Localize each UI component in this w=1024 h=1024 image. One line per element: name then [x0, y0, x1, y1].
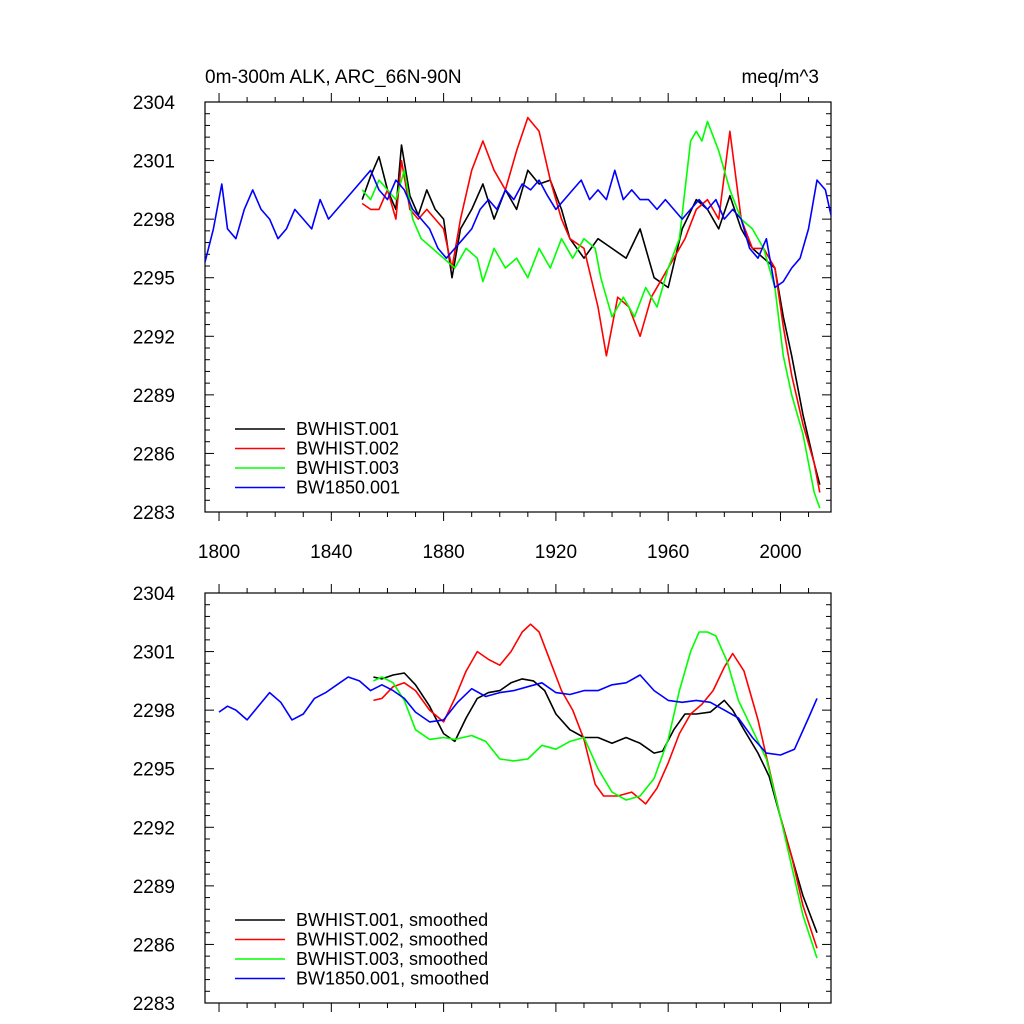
y-tick-label: 2295 [133, 760, 175, 781]
bottom-panel: 2283 2286 2289 2292 2295 2298 2301 2304 BWHIST.0… [133, 584, 832, 1015]
x-tick-label: 1960 [647, 542, 689, 563]
x-tick-label: 1880 [422, 542, 464, 563]
series-line-bw1850-001 [218, 674, 818, 756]
legend-label: BW1850.001, smoothed [296, 969, 489, 989]
series-line-bwhist-001 [373, 672, 818, 933]
x-tick-label: 1840 [310, 542, 352, 563]
y-tick-label: 2304 [133, 584, 176, 605]
y-tick-label: 2289 [133, 386, 175, 407]
legend-label: BWHIST.003 [296, 458, 399, 478]
y-tick-label: 2283 [133, 994, 175, 1015]
y-tick-label: 2292 [133, 327, 175, 348]
y-tick-label: 2283 [133, 503, 175, 524]
y-tick-label: 2304 [133, 93, 176, 114]
plot-frame [204, 592, 832, 1004]
y-tick-label: 2301 [133, 643, 175, 664]
y-tick-label: 2286 [133, 444, 175, 465]
y-tick-label: 2298 [133, 210, 175, 231]
series-line-bwhist-002 [373, 623, 818, 949]
series-line-bwhist-003 [373, 631, 818, 959]
y-tick-label: 2289 [133, 877, 175, 898]
legend-label: BWHIST.002 [296, 439, 399, 459]
legend-label: BW1850.001 [296, 478, 400, 498]
series-line-bwhist-001 [361, 144, 821, 485]
legend-label: BWHIST.002, smoothed [296, 930, 488, 950]
y-tick-label: 2301 [133, 152, 175, 173]
y-tick-label: 2295 [133, 269, 175, 290]
series-line-bwhist-003 [361, 120, 821, 509]
legend-label: BWHIST.001, smoothed [296, 910, 488, 930]
legend-label: BWHIST.001 [296, 419, 399, 439]
x-tick-label: 2000 [759, 542, 801, 563]
series-line-bwhist-002 [361, 116, 821, 493]
y-tick-label: 2286 [133, 935, 175, 956]
series-line-bw1850-001 [205, 169, 831, 289]
units-label: meq/m^3 [741, 67, 819, 88]
plot-frame [204, 101, 832, 513]
x-tick-label: 1920 [535, 542, 577, 563]
legend-label: BWHIST.003, smoothed [296, 949, 488, 969]
y-tick-label: 2298 [133, 701, 175, 722]
chart-title: 0m-300m ALK, ARC_66N-90N [205, 67, 462, 88]
top-panel: 2283 2286 2289 2292 2295 2298 2301 2304 1800 1840… [133, 67, 832, 563]
x-tick-label: 1800 [198, 542, 240, 563]
y-tick-label: 2292 [133, 818, 175, 839]
